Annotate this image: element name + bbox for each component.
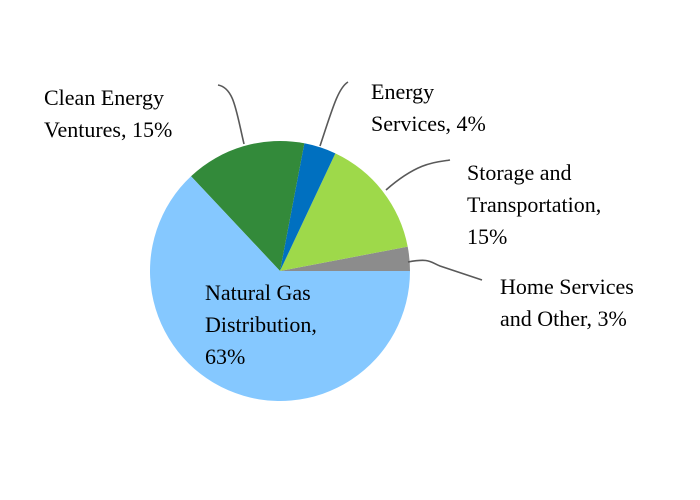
slice-label: Natural Gas Distribution, 63% — [205, 280, 317, 369]
slice-label: Storage and Transportation, 15% — [467, 160, 601, 249]
leader-lines — [217, 81, 483, 281]
slice-label: Clean Energy Ventures, 15% — [44, 85, 172, 142]
pie-slice-storage-and-transportation — [280, 153, 408, 271]
leader-line — [385, 159, 451, 191]
pie-slice-home-services-and-other — [280, 246, 410, 271]
pie-slice-energy-services — [280, 143, 336, 271]
pie-slice-natural-gas-distribution — [150, 176, 410, 401]
slice-label: Home Services and Other, 3% — [500, 274, 634, 331]
slice-label: Energy Services, 4% — [371, 79, 486, 136]
pie-slice-clean-energy-ventures — [191, 140, 305, 271]
leader-line — [319, 81, 349, 147]
leader-line — [407, 259, 483, 281]
leader-line — [217, 84, 245, 145]
pie-slices — [150, 140, 410, 401]
slice-labels: Home Services and Other, 3% Storage and Tra… — [44, 79, 634, 369]
